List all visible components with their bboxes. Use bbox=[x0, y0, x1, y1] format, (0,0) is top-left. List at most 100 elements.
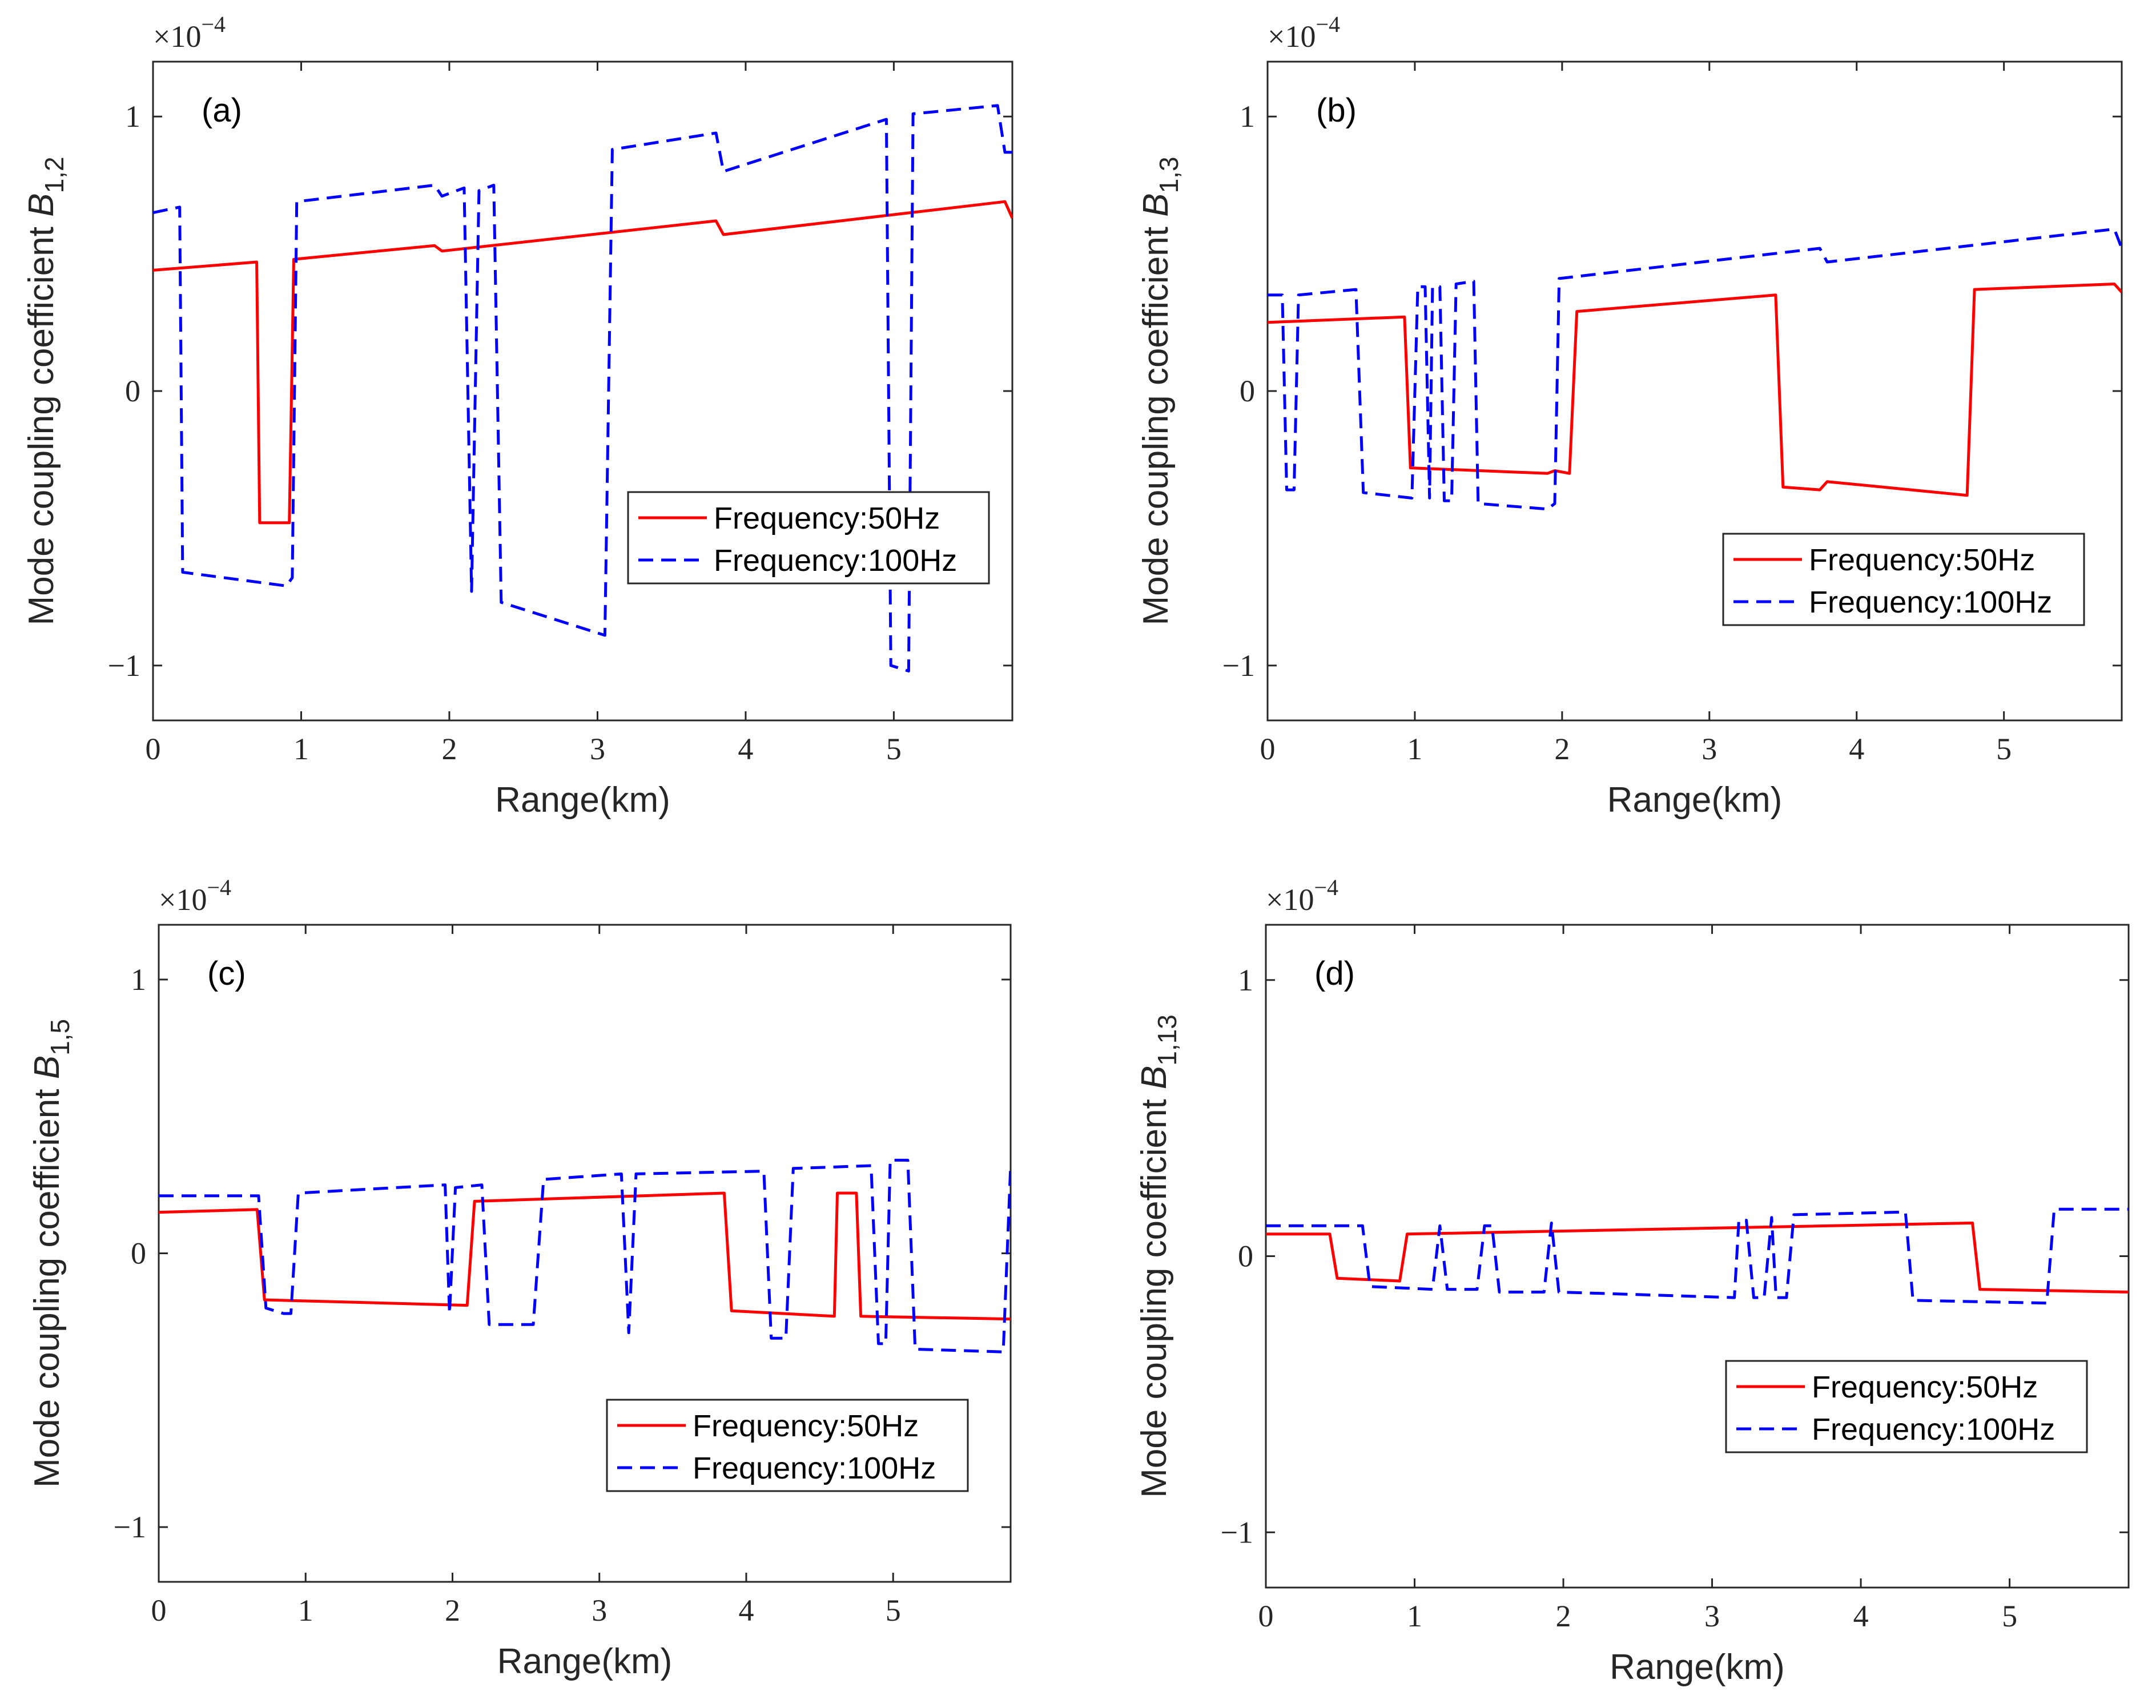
y-tick-label: 0 bbox=[125, 374, 140, 408]
axis-exponent-power: −4 bbox=[1314, 875, 1338, 900]
legend: Frequency:50Hz Frequency:100Hz bbox=[606, 1399, 969, 1492]
x-tick-label: 0 bbox=[146, 732, 161, 766]
y-tick-label: 0 bbox=[131, 1236, 146, 1271]
y-axis-label-subscript: 1,13 bbox=[1152, 1014, 1182, 1066]
panel-label: (b) bbox=[1316, 92, 1357, 129]
panel-label: (c) bbox=[207, 955, 246, 992]
y-axis-label: Mode coupling coefficient B1,5 bbox=[27, 1019, 75, 1488]
series-line-50hz bbox=[1268, 283, 2122, 497]
y-axis-label-symbol: B bbox=[1136, 193, 1176, 216]
y-tick-label: 1 bbox=[131, 962, 146, 997]
x-axis-label: Range(km) bbox=[1607, 780, 1783, 820]
x-tick-label: 4 bbox=[1849, 732, 1864, 766]
x-tick-label: 2 bbox=[441, 732, 457, 766]
legend-entry-100hz: Frequency:100Hz bbox=[693, 1451, 936, 1485]
x-tick-label: 5 bbox=[2002, 1599, 2017, 1633]
y-axis-label-subscript: 1,2 bbox=[39, 156, 69, 193]
y-axis-label-subscript: 1,3 bbox=[1154, 156, 1184, 193]
y-axis-label-subscript: 1,5 bbox=[45, 1019, 75, 1056]
y-tick-label: −1 bbox=[1222, 648, 1255, 683]
series-line-100hz bbox=[159, 1158, 1011, 1353]
x-tick-label: 5 bbox=[1996, 732, 2012, 766]
axis-exponent-base: ×10 bbox=[153, 19, 201, 54]
plot-area bbox=[1265, 924, 2130, 1589]
x-tick-label: 4 bbox=[738, 1593, 754, 1628]
legend-entry-100hz: Frequency:100Hz bbox=[714, 543, 957, 578]
legend-box bbox=[627, 491, 990, 585]
axis-exponent: ×10−4 bbox=[159, 875, 231, 917]
series-line-100hz bbox=[1268, 227, 2122, 511]
legend-entry-50hz: Frequency:50Hz bbox=[714, 501, 940, 535]
x-tick-label: 3 bbox=[592, 1593, 607, 1628]
panel-a: 0 1 2 3 4 5 −1 0 1 ×10−4 Range(km) Mode coupling co… bbox=[22, 11, 1013, 820]
y-axis-label: Mode coupling coefficient B1,13 bbox=[1135, 1014, 1182, 1498]
panel-b: 0 1 2 3 4 5 −1 0 1 ×10−4 Range(km) Mode coupling co… bbox=[1136, 11, 2123, 820]
x-tick-label: 1 bbox=[298, 1593, 313, 1628]
y-axis-label: Mode coupling coefficient B1,3 bbox=[1136, 156, 1184, 625]
legend-entry-50hz: Frequency:50Hz bbox=[1809, 543, 2035, 577]
x-tick-label: 2 bbox=[445, 1593, 460, 1628]
axis-exponent-power: −4 bbox=[201, 11, 226, 37]
x-tick-label: 1 bbox=[1407, 732, 1422, 766]
series-group bbox=[1268, 227, 2122, 511]
legend-entry-100hz: Frequency:100Hz bbox=[1809, 585, 2052, 619]
x-tick-label: 0 bbox=[151, 1593, 167, 1628]
y-tick-label: 1 bbox=[1238, 963, 1253, 997]
axis-exponent-power: −4 bbox=[1316, 11, 1340, 37]
x-axis-label: Range(km) bbox=[495, 780, 670, 820]
y-tick-label: −1 bbox=[1221, 1515, 1253, 1549]
y-axis-label-symbol: B bbox=[1135, 1066, 1174, 1089]
axis-exponent: ×10−4 bbox=[153, 11, 226, 54]
x-tick-label: 5 bbox=[886, 1593, 901, 1628]
series-line-50hz bbox=[1266, 1221, 2129, 1294]
axis-exponent: ×10−4 bbox=[1268, 11, 1340, 54]
legend-box bbox=[1725, 1360, 2088, 1453]
axis-exponent: ×10−4 bbox=[1266, 875, 1338, 917]
x-tick-label: 5 bbox=[886, 732, 902, 766]
x-axis-label: Range(km) bbox=[1610, 1647, 1785, 1687]
legend-box bbox=[606, 1399, 969, 1492]
x-axis-label: Range(km) bbox=[497, 1642, 673, 1681]
axis-exponent-power: −4 bbox=[207, 875, 231, 900]
y-axis-label-text: Mode coupling coefficient bbox=[22, 217, 61, 626]
x-tick-label: 4 bbox=[738, 732, 753, 766]
x-tick-label: 3 bbox=[590, 732, 605, 766]
axis-exponent-base: ×10 bbox=[159, 883, 207, 917]
y-axis-label-text: Mode coupling coefficient bbox=[1136, 217, 1176, 626]
x-tick-label: 3 bbox=[1702, 732, 1717, 766]
panel-c: 0 1 2 3 4 5 −1 0 1 ×10−4 Range(km) Mode coupling co… bbox=[27, 875, 1012, 1681]
y-tick-label: −1 bbox=[114, 1510, 146, 1544]
legend: Frequency:50Hz Frequency:100Hz bbox=[627, 491, 990, 585]
x-tick-label: 0 bbox=[1258, 1599, 1274, 1633]
series-group bbox=[1266, 1207, 2129, 1305]
axis-exponent-base: ×10 bbox=[1266, 883, 1314, 917]
legend: Frequency:50Hz Frequency:100Hz bbox=[1722, 533, 2085, 626]
axis-exponent-base: ×10 bbox=[1268, 19, 1316, 54]
series-line-50hz bbox=[153, 200, 1012, 525]
legend: Frequency:50Hz Frequency:100Hz bbox=[1725, 1360, 2088, 1453]
panel-d: 0 1 2 3 4 5 −1 0 1 ×10−4 Range(km) Mode coupling co… bbox=[1135, 875, 2130, 1687]
x-tick-label: 4 bbox=[1853, 1599, 1869, 1633]
legend-entry-50hz: Frequency:50Hz bbox=[1812, 1370, 2038, 1404]
plot-area bbox=[152, 61, 1013, 722]
y-axis-label: Mode coupling coefficient B1,2 bbox=[22, 156, 69, 625]
y-tick-label: 0 bbox=[1238, 1239, 1253, 1274]
x-tick-label: 2 bbox=[1554, 732, 1570, 766]
series-group bbox=[159, 1158, 1011, 1353]
x-tick-label: 2 bbox=[1556, 1599, 1571, 1633]
x-tick-label: 0 bbox=[1260, 732, 1276, 766]
y-axis-label-symbol: B bbox=[22, 193, 61, 216]
x-tick-label: 1 bbox=[293, 732, 309, 766]
y-axis-label-symbol: B bbox=[27, 1056, 67, 1079]
legend-entry-100hz: Frequency:100Hz bbox=[1812, 1412, 2055, 1447]
y-tick-label: 0 bbox=[1240, 374, 1255, 408]
y-tick-label: 1 bbox=[1240, 99, 1255, 134]
legend-entry-50hz: Frequency:50Hz bbox=[693, 1409, 919, 1443]
y-tick-label: 1 bbox=[125, 99, 140, 134]
series-line-100hz bbox=[1266, 1207, 2129, 1305]
panel-label: (d) bbox=[1314, 955, 1355, 992]
panel-label: (a) bbox=[202, 92, 242, 129]
x-tick-label: 3 bbox=[1704, 1599, 1720, 1633]
y-tick-label: −1 bbox=[108, 648, 140, 683]
